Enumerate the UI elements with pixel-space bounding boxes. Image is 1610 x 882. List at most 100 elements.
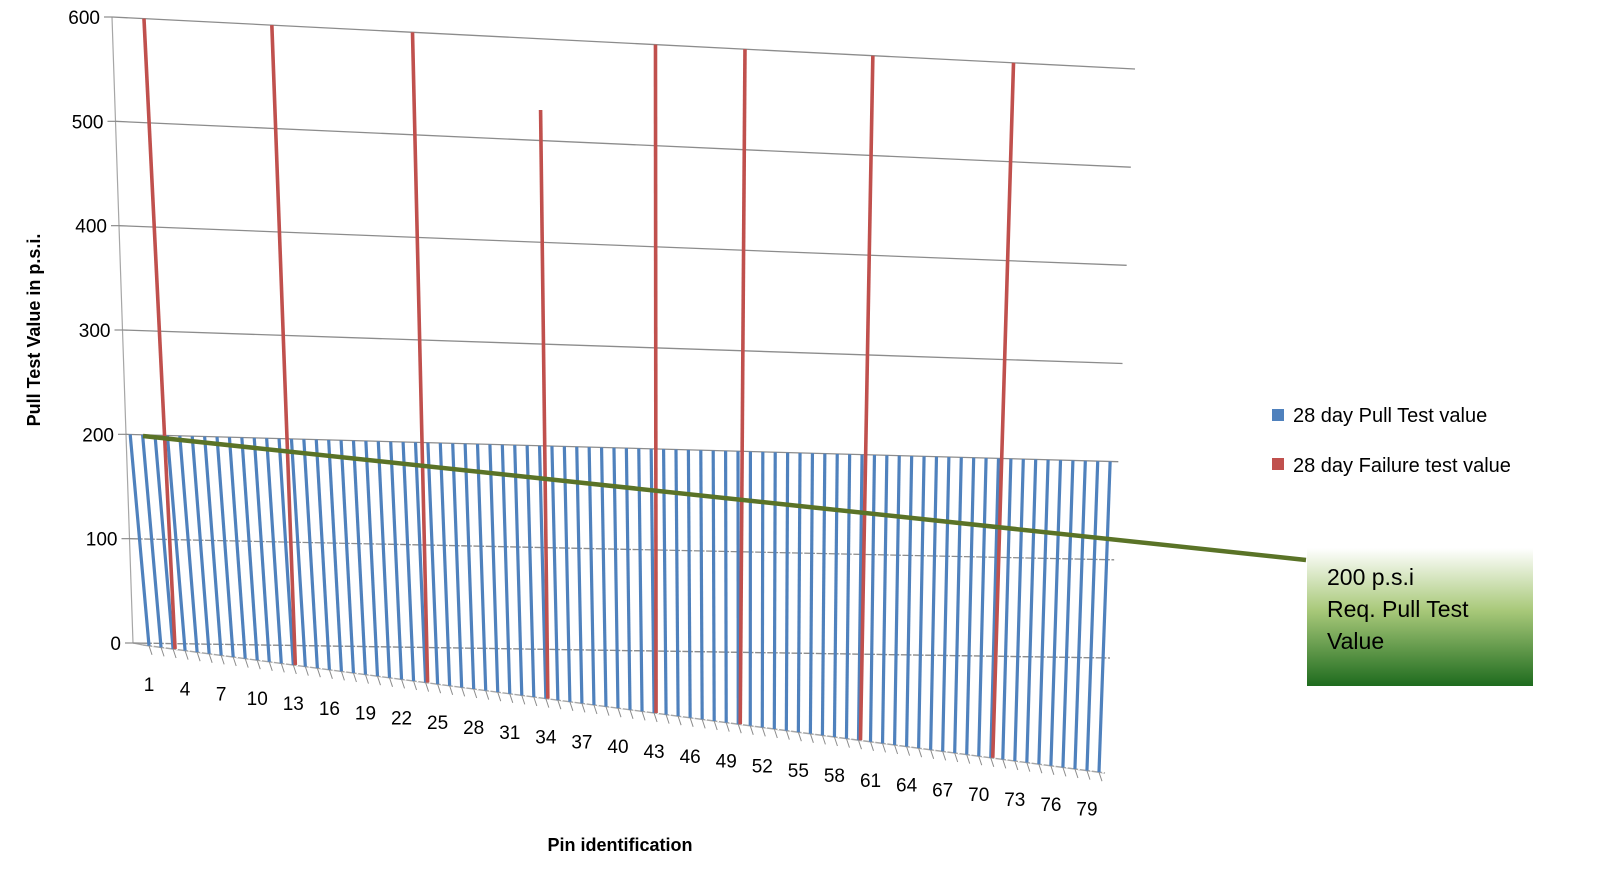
- x-tick-label-49: 49: [716, 752, 737, 773]
- legend-item-failure-test: 28 day Failure test value: [1272, 455, 1511, 477]
- x-tick-label-19: 19: [355, 704, 376, 725]
- x-tick-mark-57: [821, 735, 826, 745]
- pull-test-bar-15: [302, 439, 319, 669]
- reference-line-group: 200 p.s.i Req. Pull Test Value: [142, 433, 1533, 686]
- x-tick-label-58: 58: [824, 766, 845, 787]
- legend: 28 day Pull Test value 28 day Failure te…: [1272, 405, 1511, 477]
- pull-test-bar-77: [1061, 460, 1075, 768]
- pull-test-bar-gap-29: [480, 445, 491, 692]
- pull-test-bar-25: [426, 442, 440, 685]
- y-tick-label-400: 400: [75, 217, 107, 238]
- x-tick-mark-11: [268, 661, 273, 671]
- x-tick-mark-76: [1050, 765, 1055, 775]
- x-tick-mark-59: [845, 738, 850, 748]
- x-tick-mark-3: [172, 648, 177, 659]
- x-tick-mark-56: [809, 733, 814, 743]
- pull-test-bar-8: [215, 436, 235, 658]
- x-tick-mark-72: [1002, 759, 1007, 769]
- pull-test-bar-47: [699, 450, 704, 720]
- pull-test-bar-2: [141, 434, 163, 648]
- x-tick-mark-27: [461, 687, 466, 697]
- x-tick-mark-62: [882, 743, 887, 753]
- pull-test-bar-gap-78: [1078, 461, 1091, 771]
- x-tick-label-67: 67: [932, 780, 953, 801]
- pull-test-bar-gap-15: [307, 440, 323, 670]
- pull-test-bar-gap-76: [1054, 461, 1066, 767]
- x-tick-mark-10: [256, 660, 261, 670]
- x-tick-mark-52: [761, 727, 766, 737]
- pull-test-bar-gap-53: [777, 453, 781, 731]
- pull-test-bar-gap-23: [406, 442, 419, 683]
- pull-test-bar-gap-49: [728, 451, 732, 724]
- pull-test-bar-gap-54: [789, 453, 793, 732]
- pull-test-bar-62: [880, 455, 889, 744]
- x-tick-mark-66: [930, 749, 935, 759]
- pull-test-bar-gap-26: [443, 444, 455, 687]
- pull-test-bar-gap-8: [220, 437, 238, 659]
- x-tick-mark-19: [364, 674, 369, 684]
- pull-test-bar-gap-46: [691, 450, 695, 719]
- x-tick-mark-28: [473, 688, 478, 699]
- pull-test-bar-gap-57: [825, 454, 830, 737]
- legend-swatch-pull-test: [1272, 409, 1284, 421]
- pull-test-bar-gap-39: [604, 448, 611, 708]
- pull-test-bar-67: [941, 457, 951, 752]
- x-tick-mark-40: [617, 708, 622, 718]
- pull-test-bar-gap-75: [1042, 460, 1053, 766]
- x-tick-mark-20: [377, 676, 381, 686]
- x-tick-mark-75: [1038, 764, 1043, 774]
- y-tick-label-0: 0: [110, 634, 121, 655]
- pull-test-bar-75: [1037, 459, 1050, 765]
- pull-test-bar-27: [451, 443, 464, 688]
- pull-test-bar-gap-59: [849, 455, 855, 740]
- pull-test-bar-gap-74: [1030, 460, 1041, 764]
- failure-test-bar-3: [142, 18, 177, 650]
- pull-test-bar-gap-47: [703, 451, 707, 721]
- pull-test-bar-66: [929, 456, 939, 750]
- pull-test-bar-gap-1: [133, 435, 154, 647]
- y-tick-label-200: 200: [82, 425, 114, 446]
- pull-test-bar-gap-17: [331, 440, 347, 673]
- x-tick-mark-29: [485, 690, 490, 700]
- pull-test-bar-48: [711, 450, 716, 722]
- pull-test-bars: [128, 434, 1115, 774]
- x-tick-label-55: 55: [788, 761, 809, 782]
- legend-item-pull-test: 28 day Pull Test value: [1272, 405, 1487, 427]
- x-tick-mark-58: [833, 736, 838, 747]
- pull-test-bar-59: [844, 454, 852, 739]
- pull-test-bar-gap-31: [505, 445, 515, 695]
- pull-test-bar-gap-63: [897, 456, 905, 747]
- x-tick-mark-16: [328, 669, 333, 679]
- x-tick-label-61: 61: [860, 771, 881, 792]
- x-tick-mark-79: [1086, 770, 1091, 780]
- pull-test-bar-63: [892, 455, 901, 746]
- x-tick-mark-21: [389, 677, 393, 687]
- x-tick-mark-14: [304, 666, 309, 676]
- pull-test-bar-gap-11: [257, 438, 275, 663]
- pull-test-bar-56: [808, 453, 815, 734]
- pull-test-bar-3: [153, 435, 175, 650]
- x-tick-mark-60: [858, 740, 862, 750]
- y-tick-label-100: 100: [86, 530, 118, 551]
- pull-test-bar-69: [965, 457, 976, 755]
- pull-test-bar-gap-14: [294, 439, 311, 668]
- pull-test-bar-gap-65: [921, 457, 929, 750]
- pull-test-bar-gap-27: [455, 444, 467, 689]
- x-tick-mark-18: [352, 672, 357, 683]
- pull-test-bar-54: [784, 452, 790, 731]
- pull-test-bar-gap-48: [716, 451, 719, 723]
- pull-test-bar-1: [128, 434, 151, 646]
- pull-test-bar-10: [240, 437, 259, 661]
- required-value-callout: [1307, 548, 1533, 686]
- pull-test-bar-gap-37: [579, 447, 587, 705]
- x-tick-mark-80: [1098, 772, 1103, 782]
- pull-test-bar-64: [904, 456, 914, 747]
- y-axis-title: Pull Test Value in p.s.i.: [24, 234, 44, 427]
- pull-test-bar-gap-66: [933, 457, 942, 751]
- x-tick-mark-34: [545, 698, 550, 708]
- pull-test-bar-55: [796, 452, 802, 733]
- pull-test-bar-20: [364, 440, 380, 677]
- legend-swatch-failure-test: [1272, 458, 1284, 470]
- pull-test-bar-gap-5: [183, 436, 202, 654]
- pull-test-bar-73: [1013, 459, 1025, 762]
